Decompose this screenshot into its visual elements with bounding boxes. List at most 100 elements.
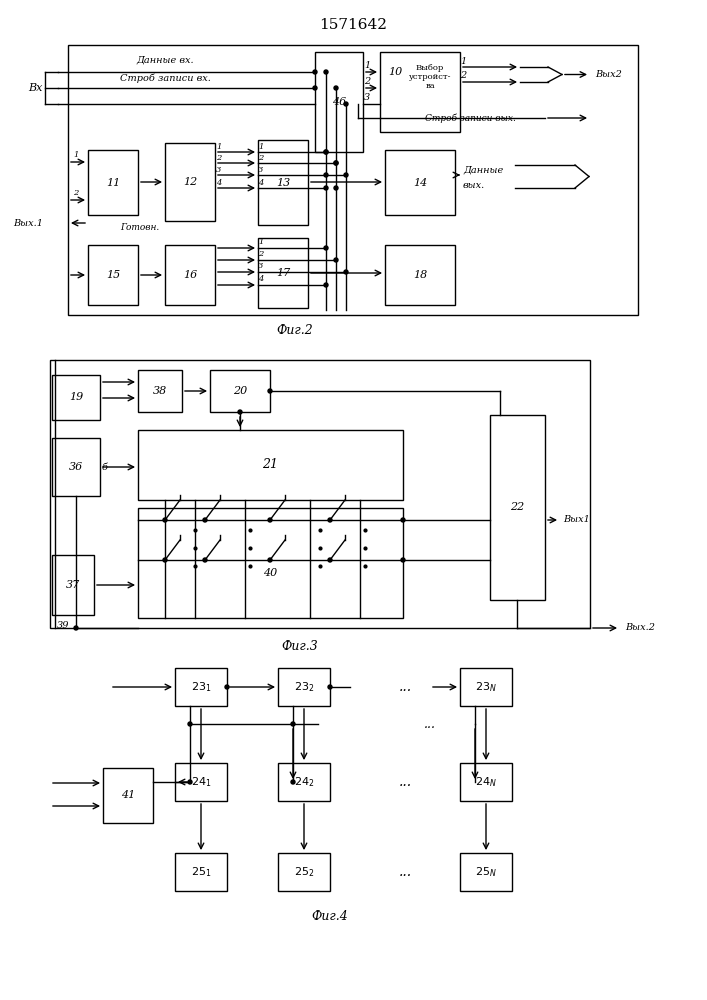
Bar: [175, 763, 227, 801]
Circle shape: [74, 626, 78, 630]
Text: 11: 11: [106, 178, 120, 188]
Text: 3: 3: [258, 262, 264, 270]
Bar: [68, 45, 638, 315]
Bar: [88, 245, 138, 305]
Circle shape: [334, 86, 338, 90]
Circle shape: [328, 558, 332, 562]
Circle shape: [291, 722, 295, 726]
Bar: [380, 52, 460, 132]
Circle shape: [324, 283, 328, 287]
Text: 1: 1: [258, 238, 264, 246]
Text: ...: ...: [399, 865, 411, 879]
Text: 18: 18: [413, 270, 427, 280]
Circle shape: [324, 150, 328, 154]
Circle shape: [203, 518, 207, 522]
Text: 4: 4: [216, 179, 222, 187]
Circle shape: [324, 246, 328, 250]
Bar: [138, 370, 182, 412]
Text: 46: 46: [332, 97, 346, 107]
Text: 13: 13: [276, 178, 290, 188]
Text: 20: 20: [233, 386, 247, 396]
Text: 3: 3: [364, 94, 370, 103]
Circle shape: [291, 780, 295, 784]
Circle shape: [238, 410, 242, 414]
Text: Готовн.: Готовн.: [120, 223, 160, 232]
Text: 40: 40: [263, 568, 277, 578]
Bar: [52, 438, 100, 496]
Text: 4: 4: [258, 275, 264, 283]
Text: $23_2$: $23_2$: [294, 680, 314, 694]
Text: Данные вх.: Данные вх.: [136, 55, 194, 64]
Text: 15: 15: [106, 270, 120, 280]
Text: $24_1$: $24_1$: [191, 775, 211, 789]
Text: Вых1: Вых1: [563, 516, 590, 524]
Bar: [52, 555, 94, 615]
Text: 2: 2: [460, 72, 466, 81]
Text: ...: ...: [399, 775, 411, 789]
Text: $24_N$: $24_N$: [475, 775, 497, 789]
Text: Фиг.3: Фиг.3: [281, 640, 318, 652]
Text: Фиг.4: Фиг.4: [312, 910, 349, 922]
Text: вых.: вых.: [463, 180, 485, 190]
Text: Строб записи вых.: Строб записи вых.: [425, 113, 515, 123]
Circle shape: [344, 102, 348, 106]
Text: 36: 36: [69, 462, 83, 472]
Bar: [315, 52, 363, 152]
Text: $25_1$: $25_1$: [191, 865, 211, 879]
Text: Вх: Вх: [28, 83, 42, 93]
Text: $25_2$: $25_2$: [294, 865, 314, 879]
Circle shape: [163, 518, 167, 522]
Text: 2: 2: [258, 154, 264, 162]
Bar: [460, 853, 512, 891]
Text: 1: 1: [364, 62, 370, 70]
Bar: [460, 763, 512, 801]
Bar: [258, 140, 308, 225]
Text: Строб записи вх.: Строб записи вх.: [119, 73, 211, 83]
Circle shape: [324, 150, 328, 154]
Text: ...: ...: [424, 718, 436, 730]
Bar: [278, 763, 330, 801]
Circle shape: [328, 685, 332, 689]
Bar: [278, 668, 330, 706]
Bar: [460, 668, 512, 706]
Circle shape: [334, 161, 338, 165]
Bar: [52, 375, 100, 420]
Text: Данные: Данные: [463, 165, 503, 174]
Text: Вых.1: Вых.1: [13, 219, 43, 228]
Text: 2: 2: [364, 78, 370, 87]
Bar: [210, 370, 270, 412]
Text: 37: 37: [66, 580, 80, 590]
Text: $23_1$: $23_1$: [191, 680, 211, 694]
Bar: [165, 245, 215, 305]
Circle shape: [344, 270, 348, 274]
Circle shape: [334, 186, 338, 190]
Circle shape: [344, 173, 348, 177]
Text: Вых2: Вых2: [595, 70, 622, 79]
Bar: [165, 143, 215, 221]
Text: 10: 10: [388, 67, 402, 77]
Circle shape: [225, 685, 229, 689]
Circle shape: [324, 173, 328, 177]
Bar: [88, 150, 138, 215]
Text: 1: 1: [216, 143, 222, 151]
Circle shape: [401, 518, 405, 522]
Text: 21: 21: [262, 458, 279, 472]
Bar: [258, 238, 308, 308]
Circle shape: [401, 558, 405, 562]
Circle shape: [328, 518, 332, 522]
Circle shape: [324, 70, 328, 74]
Circle shape: [334, 161, 338, 165]
Bar: [385, 150, 455, 215]
Text: 1: 1: [74, 151, 78, 159]
Circle shape: [313, 86, 317, 90]
Text: 3: 3: [258, 166, 264, 174]
Text: 2: 2: [74, 189, 78, 197]
Text: б: б: [102, 462, 108, 472]
Bar: [278, 853, 330, 891]
Text: $23_N$: $23_N$: [475, 680, 497, 694]
Text: 14: 14: [413, 178, 427, 188]
Text: 39: 39: [57, 620, 69, 630]
Text: 16: 16: [183, 270, 197, 280]
Text: Фиг.2: Фиг.2: [276, 324, 313, 336]
Text: Выбор
устройст-
ва: Выбор устройст- ва: [409, 64, 451, 90]
